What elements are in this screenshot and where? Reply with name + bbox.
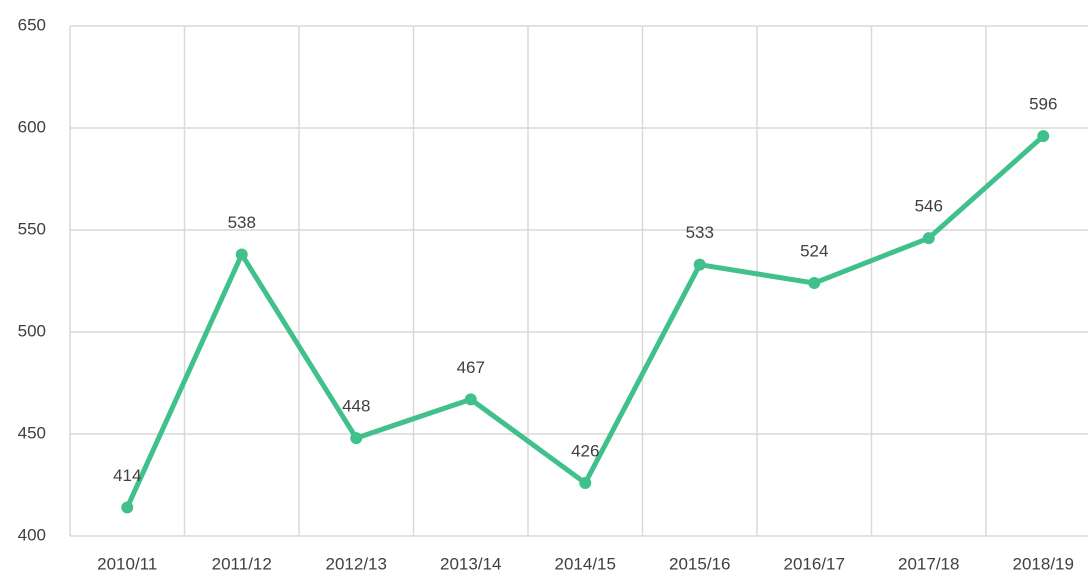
point [693, 258, 706, 271]
point [1037, 130, 1050, 143]
data-label: 538 [228, 213, 256, 232]
data-label: 467 [457, 358, 485, 377]
y-tick-label: 450 [18, 423, 46, 442]
x-tick-label: 2015/16 [669, 554, 730, 573]
y-tick-label: 500 [18, 321, 46, 340]
x-tick-label: 2013/14 [440, 554, 501, 573]
data-label: 533 [686, 223, 714, 242]
x-tick-label: 2012/13 [326, 554, 387, 573]
point [579, 476, 592, 489]
data-label: 546 [915, 197, 943, 216]
point [808, 277, 821, 290]
point [350, 432, 363, 445]
x-tick-label: 2011/12 [212, 554, 272, 573]
y-tick-label: 400 [18, 525, 46, 544]
data-label: 596 [1029, 95, 1057, 114]
point [235, 248, 248, 261]
data-label: 524 [800, 242, 828, 261]
y-tick-label: 550 [18, 219, 46, 238]
y-tick-label: 600 [18, 117, 46, 136]
x-tick-label: 2010/11 [97, 554, 157, 573]
data-label: 414 [113, 466, 141, 485]
point [922, 232, 935, 245]
x-tick-label: 2018/19 [1013, 554, 1074, 573]
x-tick-label: 2017/18 [898, 554, 959, 573]
point [121, 501, 134, 514]
point [464, 393, 477, 406]
x-tick-label: 2016/17 [784, 554, 845, 573]
y-tick-label: 650 [18, 15, 46, 34]
data-label: 426 [571, 441, 599, 460]
x-tick-label: 2014/15 [555, 554, 616, 573]
data-label: 448 [342, 397, 370, 416]
